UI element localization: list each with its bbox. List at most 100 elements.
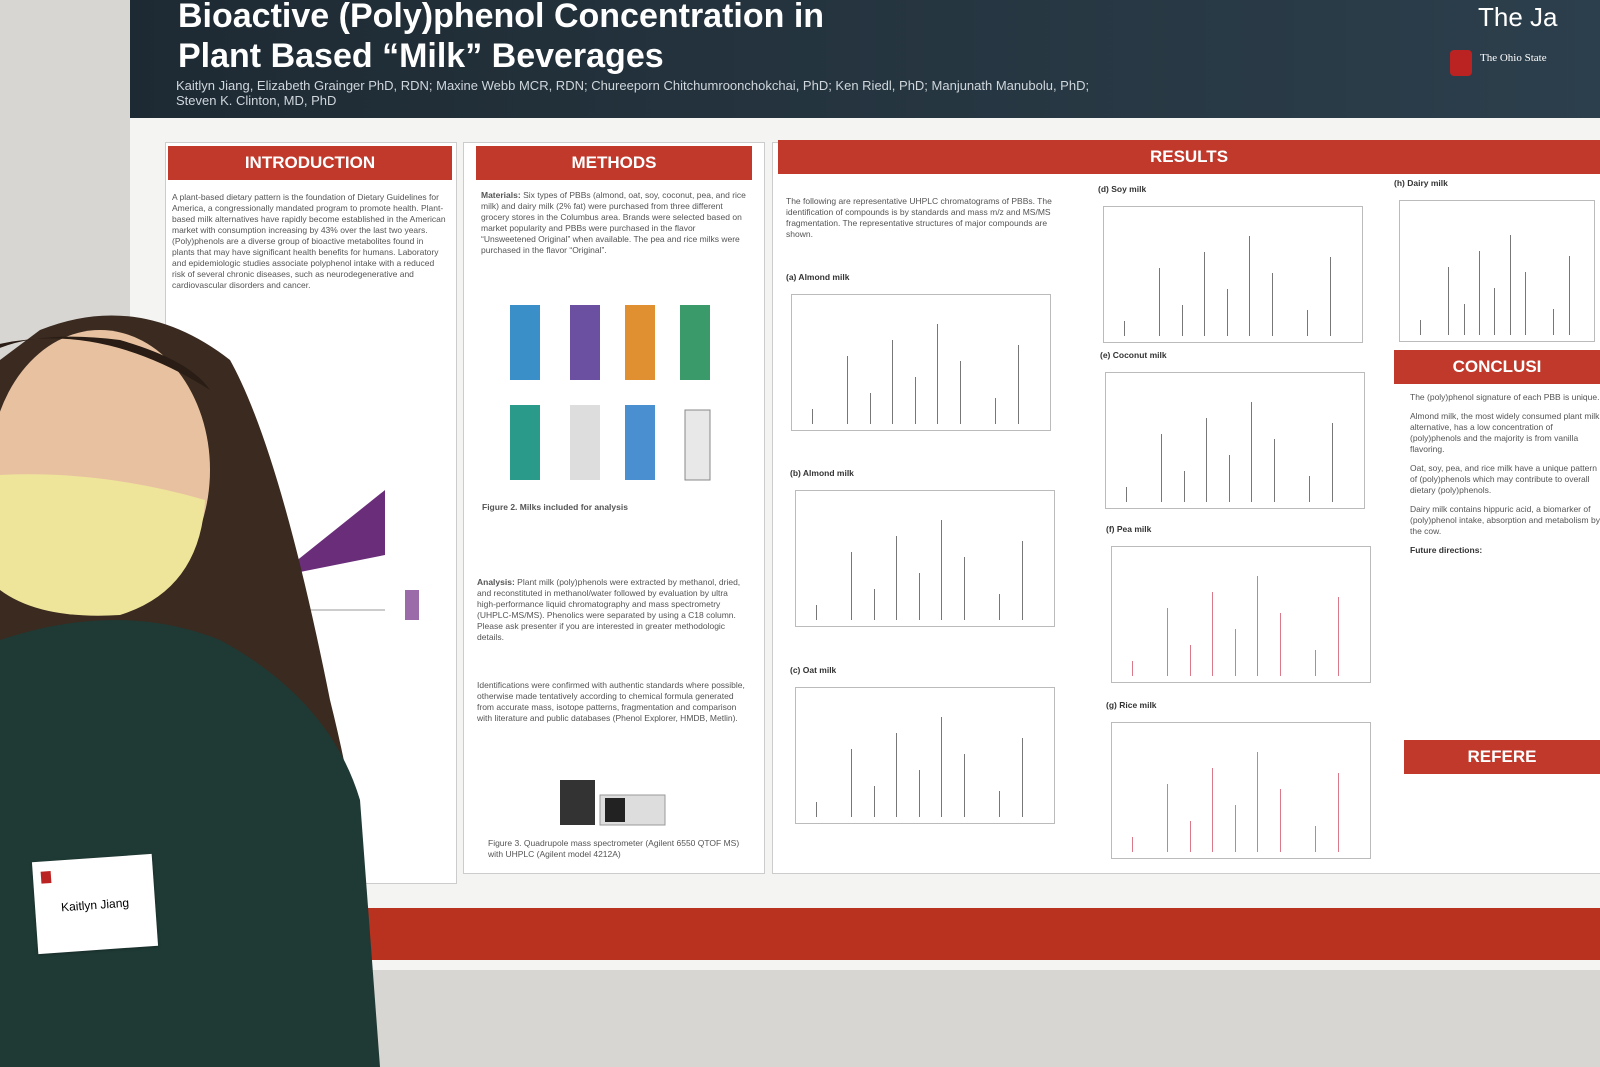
peak (851, 552, 853, 620)
section-heading: CONCLUSI (1394, 350, 1600, 384)
chromatogram (1103, 206, 1363, 343)
analysis: Analysis: Plant milk (poly)phenols were … (477, 577, 749, 643)
peak (1167, 784, 1169, 852)
peak (1315, 650, 1317, 676)
peak (1017, 345, 1019, 424)
chromatogram (795, 490, 1055, 627)
peak (1132, 661, 1133, 676)
milk-cartons (510, 305, 711, 481)
name-tag: Kaitlyn Jiang (31, 853, 159, 955)
peak (1021, 541, 1023, 620)
figure-caption: Figure 2. Milks included for analysis (482, 502, 628, 512)
title: Bioactive (Poly)phenol Concentration in P… (178, 0, 824, 76)
figure-caption: Figure 3. Quadrupole mass spectrometer (… (488, 838, 740, 859)
peak (1161, 434, 1163, 502)
peak (1212, 768, 1214, 852)
chromatogram (1105, 372, 1365, 509)
results-intro: The following are representative UHPLC c… (786, 196, 1052, 239)
peak (918, 770, 920, 817)
chromatogram (1111, 722, 1371, 859)
peak (1249, 236, 1251, 336)
logo-icon (1450, 50, 1472, 76)
peak (1331, 423, 1333, 502)
peak (1315, 826, 1317, 852)
section-heading: INTRODUCTION (168, 146, 452, 180)
peak (1021, 738, 1023, 817)
peak (1494, 288, 1496, 335)
peak (847, 356, 849, 424)
panel-label: (g) Rice milk (1106, 700, 1157, 710)
peak (914, 377, 916, 424)
peak (1479, 251, 1480, 335)
peak (1420, 320, 1421, 335)
footer-banner (360, 908, 1600, 960)
materials: Materials: Six types of PBBs (almond, oa… (481, 190, 749, 256)
panel-label: (h) Dairy milk (1394, 178, 1448, 188)
peak (941, 717, 943, 817)
peak (1126, 487, 1127, 502)
title-line: Bioactive (Poly)phenol Concentration in (178, 0, 825, 35)
peak (959, 361, 961, 424)
peak (1181, 305, 1183, 336)
panel-label: (f) Pea milk (1106, 524, 1152, 534)
authors-line: Steven K. Clinton, MD, PhD (176, 93, 337, 108)
peak (999, 791, 1001, 817)
logo-text: The Ohio State (1480, 52, 1547, 64)
peak (896, 536, 898, 620)
conclusion-item: Dairy milk contains hippuric acid, a bio… (1410, 504, 1600, 536)
peak (1525, 272, 1526, 335)
label: Analysis: (477, 577, 515, 587)
peak (1307, 310, 1309, 336)
peak (1309, 476, 1311, 502)
conclusion-item: The (poly)phenol signature of each PBB i… (1410, 392, 1600, 402)
peak (873, 786, 875, 817)
peak (892, 340, 894, 424)
peak (1189, 821, 1191, 852)
peak (1124, 321, 1125, 336)
peak (1568, 256, 1570, 335)
peak (963, 754, 965, 817)
text: Six types of PBBs (almond, oat, soy, coc… (481, 190, 746, 255)
peak (1132, 837, 1133, 852)
peak (941, 520, 943, 620)
peak (1553, 309, 1555, 335)
peak (1234, 805, 1236, 852)
panel-label: (d) Soy milk (1098, 184, 1147, 194)
conclusion-item: Almond milk, the most widely consumed pl… (1410, 411, 1600, 454)
peak (918, 573, 920, 620)
peak (1509, 235, 1511, 335)
peak (873, 589, 875, 620)
methods-panel (463, 142, 765, 874)
identification-text: Identifications were confirmed with auth… (477, 680, 745, 723)
section-heading: METHODS (476, 146, 752, 180)
peak (1234, 629, 1236, 676)
peak (1251, 402, 1253, 502)
chromatogram (795, 687, 1055, 824)
peak (995, 398, 997, 424)
peak (1329, 257, 1331, 336)
peak (1212, 592, 1214, 676)
peak (999, 594, 1001, 620)
label: Materials: (481, 190, 521, 200)
instrument (560, 780, 666, 826)
peak (1226, 289, 1228, 336)
peak (937, 324, 939, 424)
peak (1206, 418, 1208, 502)
peak (1159, 268, 1161, 336)
chromatogram (1399, 200, 1595, 342)
peak (816, 802, 817, 817)
panel-label: (a) Almond milk (786, 272, 850, 282)
authors-line: Kaitlyn Jiang, Elizabeth Grainger PhD, R… (176, 78, 1090, 93)
peak (1279, 613, 1281, 676)
peak (1273, 439, 1275, 502)
poster-header (130, 0, 1600, 118)
peak (1448, 267, 1450, 335)
title-line: Plant Based “Milk” Beverages (178, 37, 664, 75)
panel-label: (b) Almond milk (790, 468, 854, 478)
peak (1271, 273, 1273, 336)
peak (869, 393, 871, 424)
chromatogram (1111, 546, 1371, 683)
section-heading: RESULTS (778, 140, 1600, 174)
peak (1279, 789, 1281, 852)
